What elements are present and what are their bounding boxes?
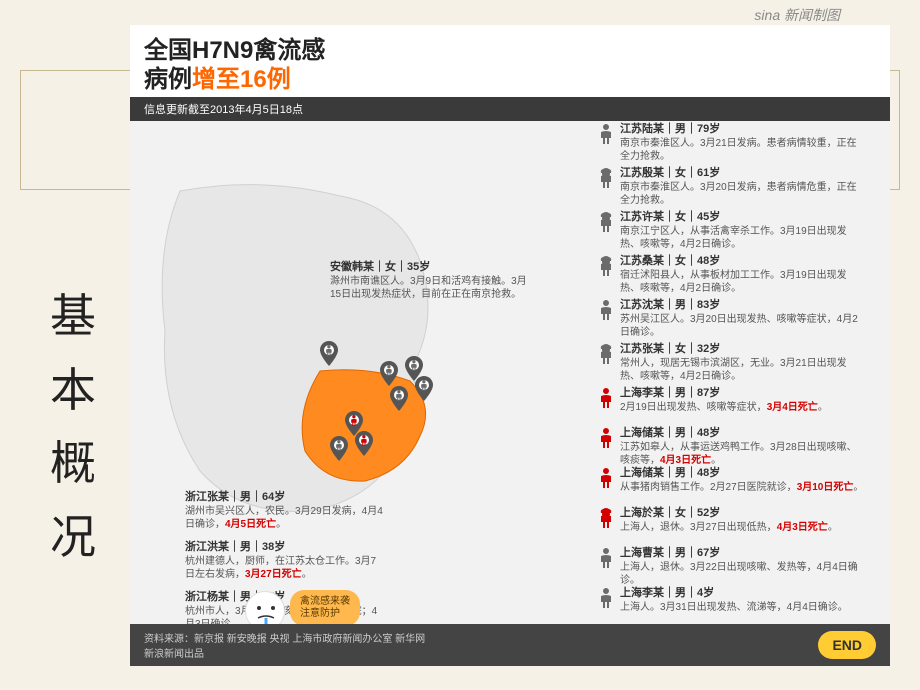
case-item: 上海於某｜女｜52岁 上海人，退休。3月27日出现低热，4月3日死亡。 bbox=[600, 507, 865, 535]
case-heading: 上海李某｜男｜4岁 bbox=[620, 587, 865, 601]
infographic-footer: 资料来源：新京报 新安晚报 央视 上海市政府新闻办公室 新华网 新浪新闻出品 E… bbox=[130, 624, 890, 666]
side-char: 本 bbox=[50, 354, 96, 428]
case-item: 浙江洪某｜男｜38岁 杭州建德人，厨师，在江苏太仓工作。3月7日左右发病，3月2… bbox=[185, 541, 385, 582]
infographic-panel: 全国H7N9禽流感 病例增至16例 信息更新截至2013年4月5日18点 安徽韩… bbox=[130, 25, 890, 665]
person-icon bbox=[598, 211, 614, 238]
case-heading: 江苏桑某｜女｜48岁 bbox=[620, 255, 865, 269]
case-heading: 上海储某｜男｜48岁 bbox=[620, 467, 865, 481]
side-char: 况 bbox=[50, 501, 96, 575]
case-detail: 杭州建德人，厨师，在江苏太仓工作。3月7日左右发病，3月27日死亡。 bbox=[185, 556, 385, 581]
person-icon bbox=[598, 343, 614, 370]
person-icon bbox=[598, 547, 614, 574]
case-item: 江苏沈某｜男｜83岁 苏州吴江区人。3月20日出现发热、咳嗽等症状，4月2日确诊… bbox=[600, 299, 865, 340]
infographic-title: 全国H7N9禽流感 病例增至16例 bbox=[144, 37, 876, 95]
case-item: 上海储某｜男｜48岁 从事猪肉销售工作。2月27日医院就诊，3月10日死亡。 bbox=[600, 467, 865, 495]
case-detail: 南京市秦淮区人。3月20日发病，患者病情危重，正在全力抢救。 bbox=[620, 182, 865, 207]
case-heading: 上海李某｜男｜87岁 bbox=[620, 387, 865, 401]
slide-side-title: 基 本 概 况 bbox=[50, 280, 96, 574]
map-pin-icon bbox=[355, 431, 373, 456]
case-detail: 宿迁沭阳县人，从事板材加工工作。3月19日出现发热、咳嗽等，4月2日确诊。 bbox=[620, 270, 865, 295]
map-pin-icon bbox=[415, 376, 433, 401]
case-detail: 苏州吴江区人。3月20日出现发热、咳嗽等症状，4月2日确诊。 bbox=[620, 314, 865, 339]
case-item: 上海储某｜男｜48岁 江苏如皋人，从事运送鸡鸭工作。3月28日出现咳嗽、咳痰等，… bbox=[600, 427, 865, 468]
case-item: 上海曹某｜男｜67岁 上海人，退休。3月22日出现咳嗽、发热等，4月4日确诊。 bbox=[600, 547, 865, 588]
person-icon bbox=[598, 507, 614, 534]
map-pin-icon bbox=[390, 386, 408, 411]
side-char: 基 bbox=[50, 280, 96, 354]
case-item: 江苏殷某｜女｜61岁 南京市秦淮区人。3月20日发病，患者病情危重，正在全力抢救… bbox=[600, 167, 865, 208]
footer-sources: 资料来源：新京报 新安晚报 央视 上海市政府新闻办公室 新华网 bbox=[144, 630, 425, 645]
case-detail: 滁州市南谯区人。3月9日和活鸡有接触。3月15日出现发热症状，目前在正在南京抢救… bbox=[330, 276, 530, 301]
case-heading: 上海储某｜男｜48岁 bbox=[620, 427, 865, 441]
case-heading: 江苏殷某｜女｜61岁 bbox=[620, 167, 865, 181]
footer-credit: 新浪新闻出品 bbox=[144, 645, 425, 660]
case-heading: 上海於某｜女｜52岁 bbox=[620, 507, 865, 521]
person-icon bbox=[598, 387, 614, 414]
case-heading: 江苏沈某｜男｜83岁 bbox=[620, 299, 865, 313]
watermark: sina 新闻制图 bbox=[754, 5, 840, 25]
infographic-header: 全国H7N9禽流感 病例增至16例 bbox=[130, 25, 890, 97]
person-icon bbox=[598, 299, 614, 326]
case-item: 上海李某｜男｜4岁 上海人。3月31日出现发热、流涕等，4月4日确诊。 bbox=[600, 587, 865, 615]
person-icon bbox=[598, 167, 614, 194]
case-heading: 浙江洪某｜男｜38岁 bbox=[185, 541, 385, 555]
case-item: 浙江张某｜男｜64岁 湖州市吴兴区人，农民。3月29日发病，4月4日确诊，4月5… bbox=[185, 491, 385, 532]
case-heading: 江苏陆某｜男｜79岁 bbox=[620, 123, 865, 137]
case-heading: 江苏张某｜女｜32岁 bbox=[620, 343, 865, 357]
case-detail: 从事猪肉销售工作。2月27日医院就诊，3月10日死亡。 bbox=[620, 482, 865, 495]
case-detail: 湖州市吴兴区人，农民。3月29日发病，4月4日确诊，4月5日死亡。 bbox=[185, 506, 385, 531]
title-line2a: 病例 bbox=[144, 66, 192, 93]
case-detail: 南京江宁区人，从事活禽宰杀工作。3月19日出现发热、咳嗽等，4月2日确诊。 bbox=[620, 226, 865, 251]
person-icon bbox=[598, 587, 614, 614]
map-pin-icon bbox=[330, 436, 348, 461]
map-pin-icon bbox=[380, 361, 398, 386]
warning-bubble: 禽流感来袭注意防护 bbox=[290, 590, 360, 626]
footer-text: 资料来源：新京报 新安晚报 央视 上海市政府新闻办公室 新华网 新浪新闻出品 bbox=[144, 630, 425, 660]
case-heading: 浙江张某｜男｜64岁 bbox=[185, 491, 385, 505]
case-detail: 江苏如皋人，从事运送鸡鸭工作。3月28日出现咳嗽、咳痰等，4月3日死亡。 bbox=[620, 442, 865, 467]
case-heading: 上海曹某｜男｜67岁 bbox=[620, 547, 865, 561]
case-item: 安徽韩某｜女｜35岁 滁州市南谯区人。3月9日和活鸡有接触。3月15日出现发热症… bbox=[330, 261, 530, 302]
case-detail: 上海人，退休。3月27日出现低热，4月3日死亡。 bbox=[620, 522, 865, 535]
side-char: 概 bbox=[50, 427, 96, 501]
case-heading: 江苏许某｜女｜45岁 bbox=[620, 211, 865, 225]
title-line1: 全国H7N9禽流感 bbox=[144, 37, 325, 64]
infographic-subtitle: 信息更新截至2013年4月5日18点 bbox=[130, 97, 890, 121]
person-icon bbox=[598, 255, 614, 282]
case-item: 江苏桑某｜女｜48岁 宿迁沭阳县人，从事板材加工工作。3月19日出现发热、咳嗽等… bbox=[600, 255, 865, 296]
person-icon bbox=[598, 467, 614, 494]
case-item: 江苏张某｜女｜32岁 常州人，现居无锡市滨湖区，无业。3月21日出现发热、咳嗽等… bbox=[600, 343, 865, 384]
case-detail: 常州人，现居无锡市滨湖区，无业。3月21日出现发热、咳嗽等，4月2日确诊。 bbox=[620, 358, 865, 383]
title-highlight: 增至16例 bbox=[192, 66, 291, 93]
case-detail: 上海人。3月31日出现发热、流涕等，4月4日确诊。 bbox=[620, 602, 865, 615]
case-item: 上海李某｜男｜87岁 2月19日出现发热、咳嗽等症状，3月4日死亡。 bbox=[600, 387, 865, 415]
person-icon bbox=[598, 427, 614, 454]
infographic-body: 安徽韩某｜女｜35岁 滁州市南谯区人。3月9日和活鸡有接触。3月15日出现发热症… bbox=[130, 121, 890, 666]
person-icon bbox=[598, 123, 614, 150]
end-badge: END bbox=[818, 631, 876, 659]
case-item: 江苏陆某｜男｜79岁 南京市秦淮区人。3月21日发病。患者病情较重，正在全力抢救… bbox=[600, 123, 865, 164]
case-detail: 上海人，退休。3月22日出现咳嗽、发热等，4月4日确诊。 bbox=[620, 562, 865, 587]
case-item: 江苏许某｜女｜45岁 南京江宁区人，从事活禽宰杀工作。3月19日出现发热、咳嗽等… bbox=[600, 211, 865, 252]
map-pin-icon bbox=[320, 341, 338, 366]
china-map bbox=[140, 171, 460, 531]
case-detail: 2月19日出现发热、咳嗽等症状，3月4日死亡。 bbox=[620, 402, 865, 415]
case-detail: 南京市秦淮区人。3月21日发病。患者病情较重，正在全力抢救。 bbox=[620, 138, 865, 163]
case-heading: 安徽韩某｜女｜35岁 bbox=[330, 261, 530, 275]
